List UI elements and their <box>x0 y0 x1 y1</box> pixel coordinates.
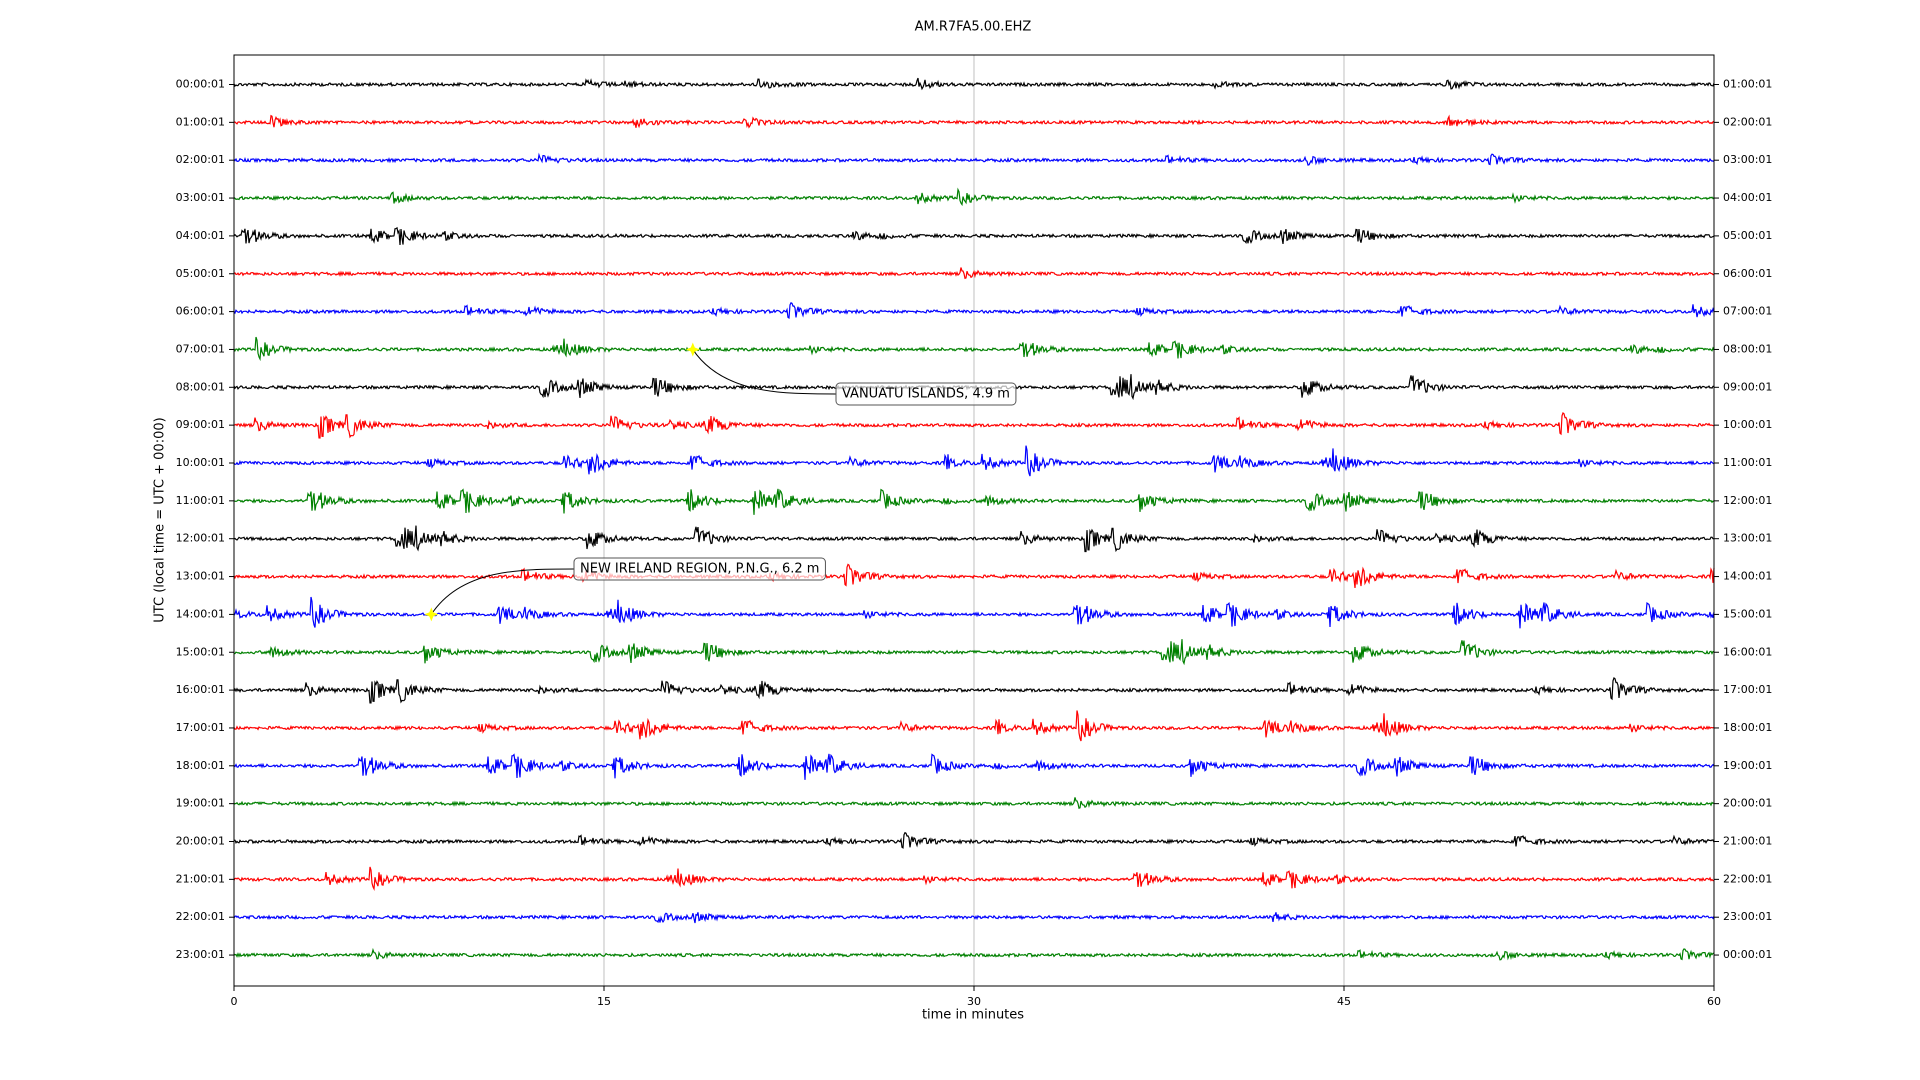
y-tick-label-right: 19:00:01 <box>1723 759 1772 772</box>
trace <box>233 336 1715 362</box>
y-tick-label: 07:00:01 <box>176 342 225 355</box>
y-tick-label: 18:00:01 <box>176 759 225 772</box>
y-tick-label: 02:00:01 <box>176 153 225 166</box>
y-tick-label-right: 15:00:01 <box>1723 607 1772 620</box>
y-tick-label-right: 13:00:01 <box>1723 532 1772 545</box>
y-tick-label: 00:00:01 <box>176 78 225 91</box>
trace <box>233 226 1715 245</box>
y-tick-label-right: 12:00:01 <box>1723 494 1772 507</box>
trace <box>233 677 1715 704</box>
y-tick-label: 23:00:01 <box>176 948 225 961</box>
trace <box>233 412 1715 439</box>
y-tick-label: 05:00:01 <box>176 267 225 280</box>
event-marker <box>685 342 700 357</box>
y-tick-label-right: 11:00:01 <box>1723 456 1772 469</box>
y-tick-label-right: 20:00:01 <box>1723 797 1772 810</box>
y-tick-label: 17:00:01 <box>176 721 225 734</box>
y-tick-label-right: 14:00:01 <box>1723 570 1772 583</box>
trace <box>233 445 1715 477</box>
trace <box>233 152 1715 166</box>
trace <box>233 912 1715 924</box>
trace <box>233 866 1715 891</box>
trace <box>233 187 1715 207</box>
y-tick-label-right: 07:00:01 <box>1723 305 1772 318</box>
y-tick-label-right: 04:00:01 <box>1723 191 1772 204</box>
annotation-label: NEW IRELAND REGION, P.N.G., 6.2 m <box>580 562 819 577</box>
y-tick-label-right: 05:00:01 <box>1723 229 1772 242</box>
y-tick-label: 16:00:01 <box>176 683 225 696</box>
annotation-arrow <box>430 568 575 615</box>
annotation-label: VANUATU ISLANDS, 4.9 m <box>842 387 1010 402</box>
trace <box>233 797 1715 810</box>
trace <box>233 488 1715 515</box>
trace <box>233 947 1715 961</box>
y-tick-label-right: 00:00:01 <box>1723 948 1772 961</box>
y-tick-label: 21:00:01 <box>176 872 225 885</box>
y-tick-label: 01:00:01 <box>176 115 225 128</box>
y-tick-label-right: 06:00:01 <box>1723 267 1772 280</box>
x-tick-label: 0 <box>231 995 238 1008</box>
y-tick-label-right: 21:00:01 <box>1723 835 1772 848</box>
trace <box>233 753 1715 780</box>
y-tick-label: 11:00:01 <box>176 494 225 507</box>
annotation-box <box>835 382 1017 406</box>
x-tick-label: 15 <box>597 995 611 1008</box>
y-tick-label-right: 23:00:01 <box>1723 910 1772 923</box>
trace <box>233 301 1715 320</box>
trace <box>233 639 1715 666</box>
y-tick-label: 04:00:01 <box>176 229 225 242</box>
x-axis-label: time in minutes <box>922 1008 1024 1023</box>
y-tick-label: 13:00:01 <box>176 570 225 583</box>
annotation-arrow <box>692 349 837 395</box>
y-tick-label-right: 16:00:01 <box>1723 645 1772 658</box>
y-tick-label-right: 17:00:01 <box>1723 683 1772 696</box>
y-axis-label: UTC (local time = UTC + 00:00) <box>153 417 168 622</box>
y-tick-label: 19:00:01 <box>176 797 225 810</box>
trace <box>233 710 1715 742</box>
event-marker <box>424 607 439 622</box>
y-tick-label: 06:00:01 <box>176 305 225 318</box>
trace <box>233 563 1715 588</box>
trace <box>233 525 1715 553</box>
trace <box>233 77 1715 91</box>
y-tick-label: 09:00:01 <box>176 418 225 431</box>
trace <box>234 831 1715 849</box>
y-tick-label: 20:00:01 <box>176 835 225 848</box>
y-tick-label: 08:00:01 <box>176 380 225 393</box>
trace <box>233 267 1715 280</box>
y-tick-label: 10:00:01 <box>176 456 225 469</box>
y-tick-label-right: 02:00:01 <box>1723 115 1772 128</box>
y-tick-label-right: 18:00:01 <box>1723 721 1772 734</box>
x-tick-label: 60 <box>1707 995 1721 1008</box>
y-tick-label-right: 10:00:01 <box>1723 418 1772 431</box>
y-tick-label-right: 22:00:01 <box>1723 872 1772 885</box>
y-tick-label: 22:00:01 <box>176 910 225 923</box>
trace <box>233 596 1715 629</box>
plot-frame <box>233 54 1715 987</box>
y-tick-label: 14:00:01 <box>176 607 225 620</box>
y-tick-label-right: 03:00:01 <box>1723 153 1772 166</box>
y-tick-label-right: 01:00:01 <box>1723 78 1772 91</box>
x-tick-label: 30 <box>967 995 981 1008</box>
trace <box>233 114 1715 129</box>
y-tick-label: 03:00:01 <box>176 191 225 204</box>
y-tick-label-right: 08:00:01 <box>1723 342 1772 355</box>
annotation-box <box>573 557 826 581</box>
y-tick-label: 15:00:01 <box>176 645 225 658</box>
chart-title: AM.R7FA5.00.EHZ <box>915 20 1032 35</box>
y-tick-label: 12:00:01 <box>176 532 225 545</box>
y-tick-label-right: 09:00:01 <box>1723 380 1772 393</box>
x-tick-label: 45 <box>1337 995 1351 1008</box>
